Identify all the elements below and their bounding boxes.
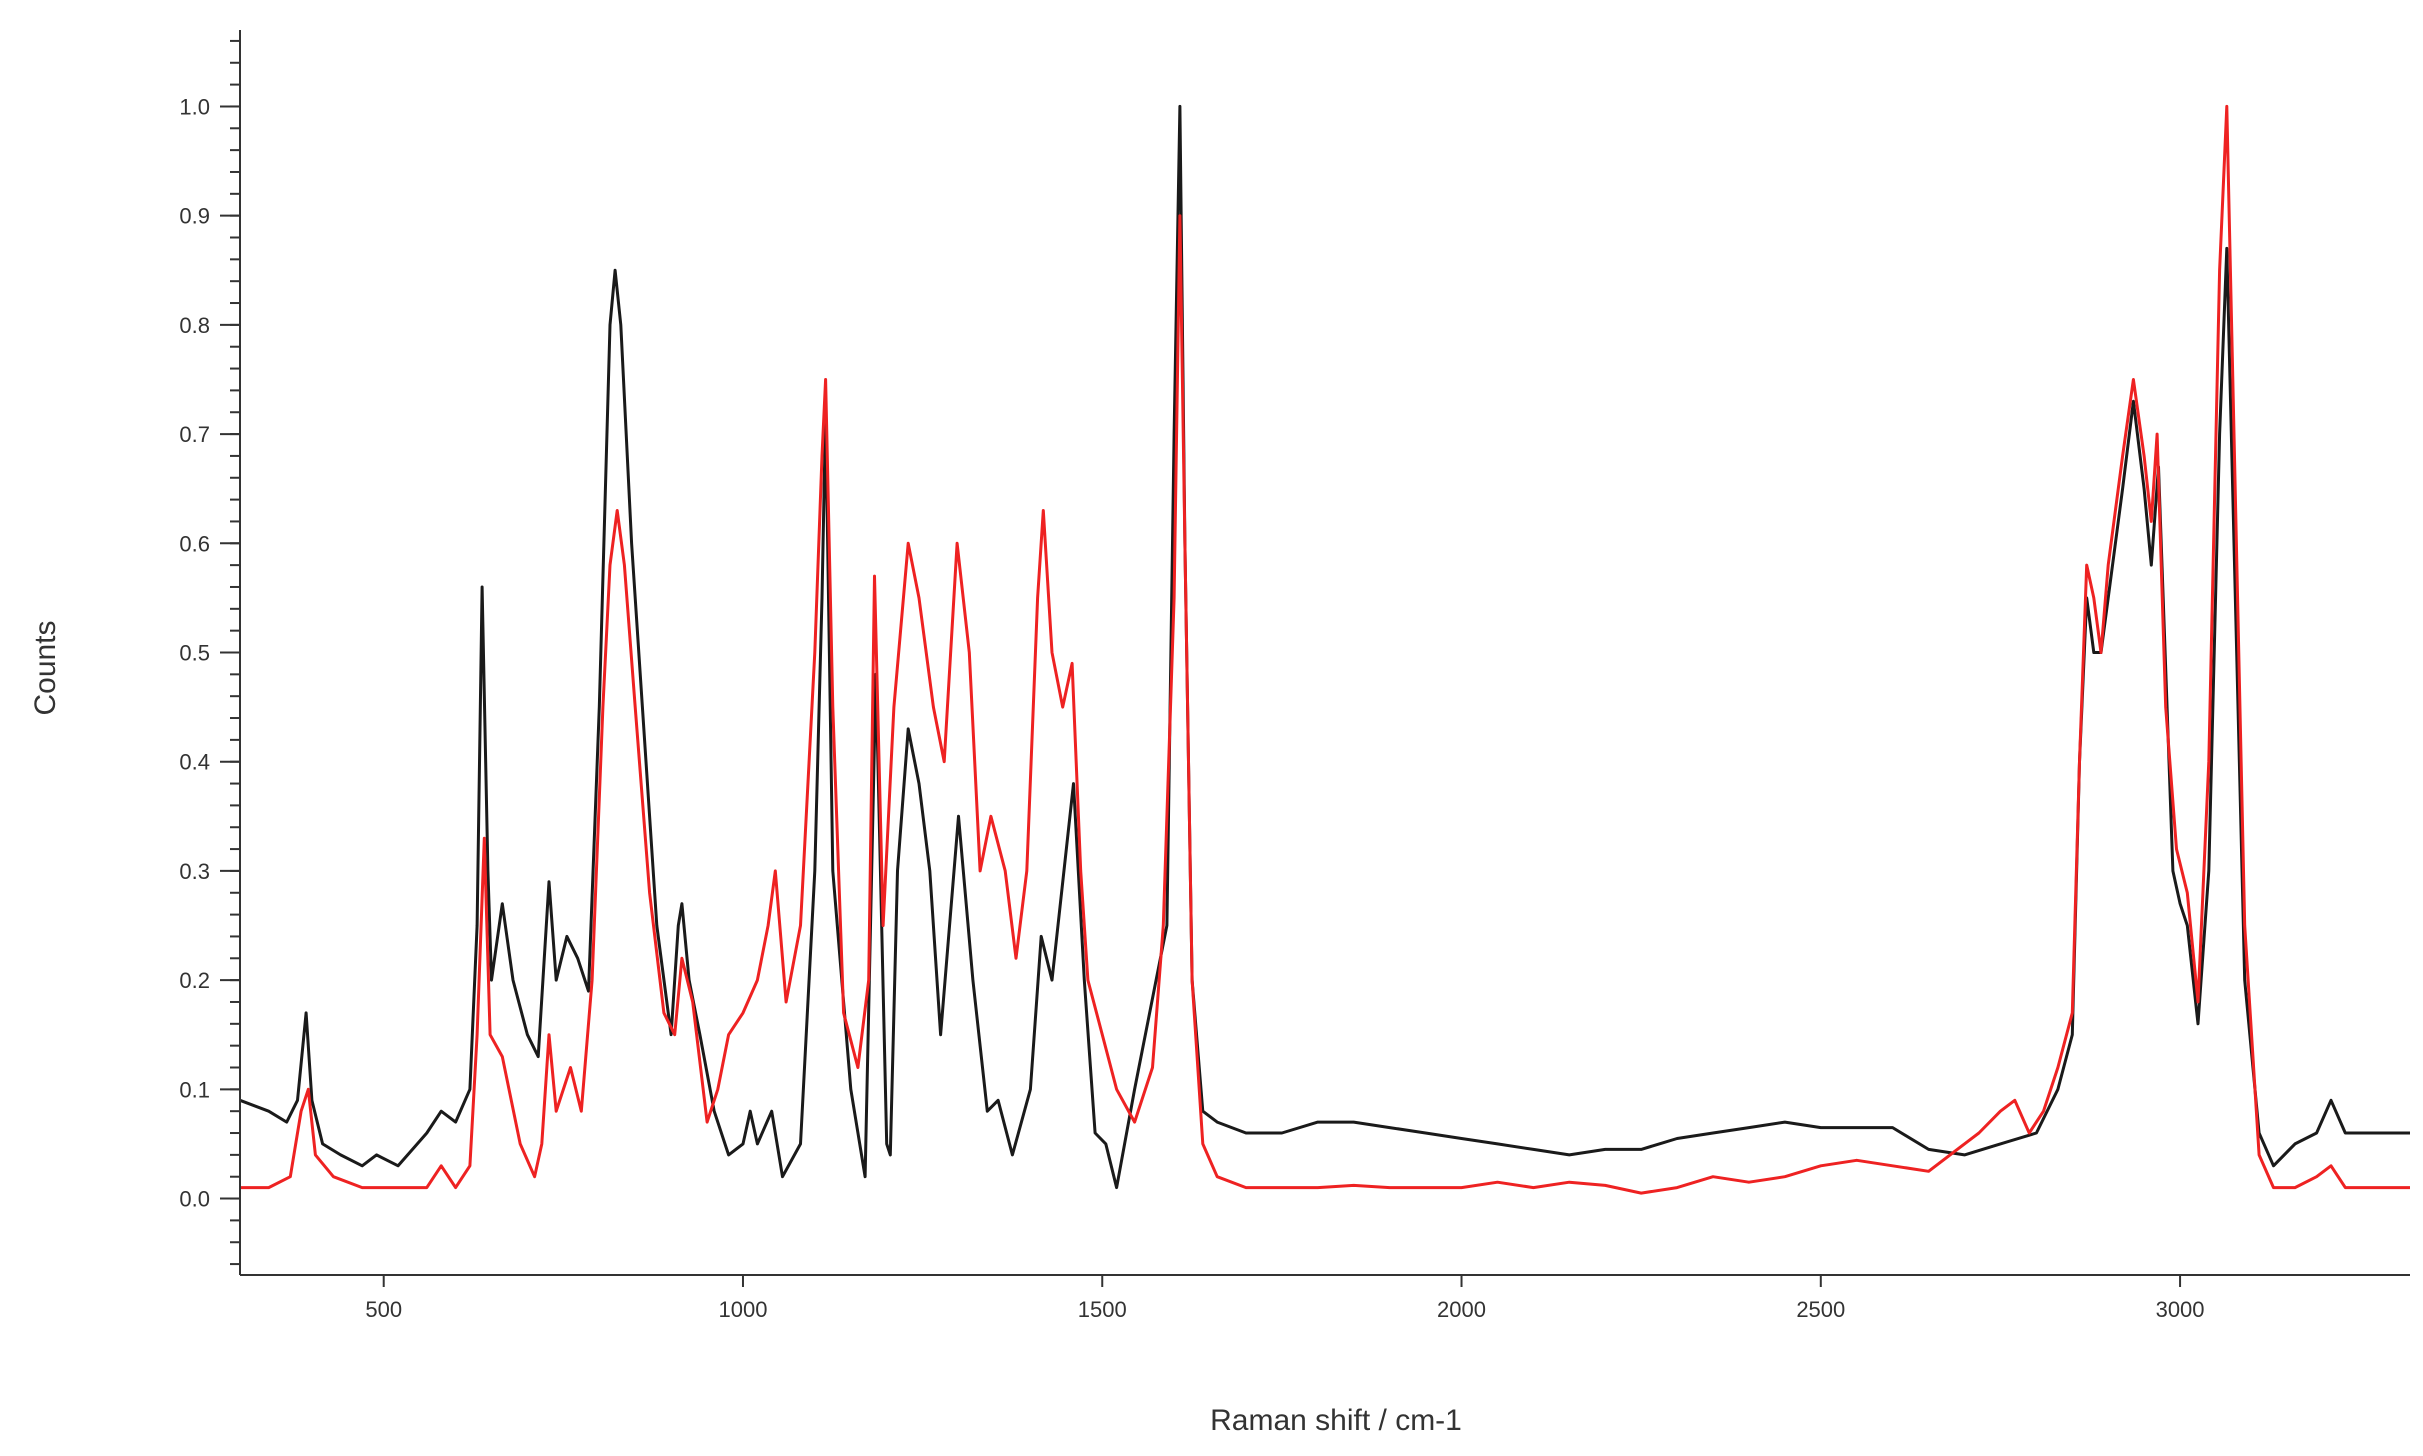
y-tick-label: 0.4 [179, 750, 210, 775]
series-line-2 [240, 104, 2410, 1195]
y-tick-label: 0.2 [179, 968, 210, 993]
x-tick-label: 3000 [2156, 1297, 2205, 1322]
y-tick-label: 0.8 [179, 313, 210, 338]
x-axis-title: Raman shift / cm-1 [1210, 1404, 1462, 1437]
labels-layer: 0.0 0.1 0.2 0.3 0.4 0.5 0.6 0.7 0.8 0.9 1.0 500 1000… [179, 94, 2204, 1322]
y-tick-label: 0.3 [179, 859, 210, 884]
series-layer [239, 104, 2410, 1195]
y-tick-label: 1.0 [179, 94, 210, 119]
x-tick-label: 500 [365, 1297, 402, 1322]
x-tick-label: 1500 [1078, 1297, 1127, 1322]
y-tick-label: 0.6 [179, 531, 210, 556]
axes-layer [220, 30, 2410, 1287]
x-tick-label: 2000 [1437, 1297, 1486, 1322]
x-tick-label: 1000 [719, 1297, 768, 1322]
series-line-1 [239, 104, 2410, 1190]
y-tick-label: 0.0 [179, 1187, 210, 1212]
x-tick-label: 2500 [1796, 1297, 1845, 1322]
y-tick-label: 0.5 [179, 641, 210, 666]
y-tick-label: 0.7 [179, 422, 210, 447]
y-tick-label: 0.1 [179, 1077, 210, 1102]
y-axis-title: Counts [29, 620, 62, 715]
y-tick-label: 0.9 [179, 204, 210, 229]
